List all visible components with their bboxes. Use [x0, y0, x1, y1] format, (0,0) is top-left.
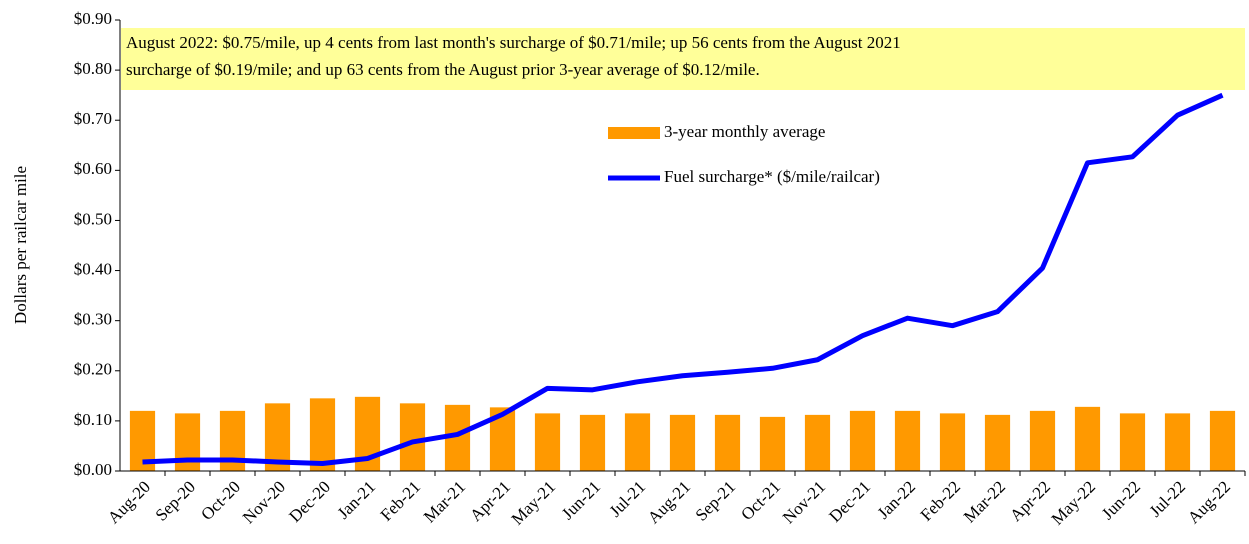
x-tick-label: Dec-20: [285, 477, 334, 526]
bar: [1119, 413, 1146, 471]
x-tick-label: Jul-22: [1146, 477, 1189, 520]
x-tick-label: Aug-21: [644, 477, 694, 527]
bar: [399, 403, 426, 471]
bar: [714, 414, 741, 471]
bar: [624, 413, 651, 471]
x-tick-label: Jun-22: [1098, 477, 1144, 523]
x-tick-label: Jan-21: [334, 477, 379, 522]
y-tick-label: $0.80: [74, 59, 112, 78]
legend-swatch: [608, 127, 660, 139]
x-tick-label: Aug-22: [1184, 477, 1234, 527]
x-tick-label: Oct-21: [737, 477, 784, 524]
bar: [1029, 410, 1056, 471]
x-tick-label: Aug-20: [104, 477, 154, 527]
y-axis-label: Dollars per railcar mile: [11, 166, 30, 324]
y-tick-label: $0.20: [74, 360, 112, 379]
bar: [1074, 406, 1101, 471]
x-tick-label: May-22: [1048, 477, 1099, 528]
x-tick-label: Feb-21: [377, 477, 424, 524]
legend-label: 3-year monthly average: [664, 122, 825, 141]
y-tick-label: $0.10: [74, 410, 112, 429]
y-tick-label: $0.70: [74, 109, 112, 128]
x-tick-label: Nov-20: [239, 477, 289, 527]
x-tick-label: May-21: [508, 477, 559, 528]
bar: [309, 398, 336, 471]
x-tick-label: Sep-21: [692, 477, 739, 524]
x-tick-label: Jan-22: [874, 477, 919, 522]
annotation: surcharge of $0.19/mile; and up 63 cents…: [126, 60, 760, 79]
bar: [669, 414, 696, 471]
x-tick-label: Sep-20: [152, 477, 199, 524]
x-tick-label: Jul-21: [606, 477, 649, 520]
bar: [804, 414, 831, 471]
x-tick-label: Apr-22: [1006, 477, 1054, 525]
y-tick-label: $0.50: [74, 209, 112, 228]
x-tick-label: Nov-21: [779, 477, 829, 527]
y-tick-label: $0.90: [74, 9, 112, 28]
x-tick-label: Oct-20: [197, 477, 244, 524]
y-tick-label: $0.60: [74, 159, 112, 178]
x-tick-label: Mar-22: [960, 477, 1009, 526]
annotation: August 2022: $0.75/mile, up 4 cents from…: [126, 33, 901, 52]
bar: [894, 410, 921, 471]
bar: [534, 413, 561, 471]
x-tick-label: Apr-21: [466, 477, 514, 525]
bar: [1164, 413, 1191, 471]
legend-label: Fuel surcharge* ($/mile/railcar): [664, 167, 880, 186]
y-tick-label: $0.00: [74, 460, 112, 479]
x-tick-label: Feb-22: [917, 477, 964, 524]
bar: [849, 410, 876, 471]
x-tick-label: Jun-21: [558, 477, 604, 523]
y-tick-label: $0.30: [74, 310, 112, 329]
bar: [579, 414, 606, 471]
x-tick-label: Dec-21: [825, 477, 874, 526]
bar: [984, 414, 1011, 471]
bar: [1209, 410, 1236, 471]
bar: [939, 413, 966, 471]
annotation-box: [121, 28, 1245, 90]
line: [142, 92, 1224, 466]
bar: [759, 416, 786, 471]
x-tick-label: Mar-21: [420, 477, 469, 526]
y-tick-label: $0.40: [74, 259, 112, 278]
